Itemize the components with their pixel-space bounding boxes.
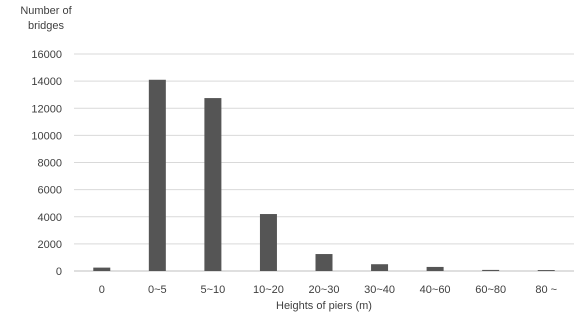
bars	[93, 79, 555, 271]
y-axis-title-line-2: bridges	[27, 20, 65, 32]
bar-0	[93, 267, 111, 271]
bar-8	[537, 270, 555, 271]
y-tick-label: 16000	[31, 49, 62, 61]
bar-6	[426, 266, 444, 271]
y-tick-label: 14000	[31, 76, 62, 88]
x-tick-label: 5~10	[200, 284, 225, 296]
y-axis-title: Number of bridges	[0, 4, 92, 34]
y-tick-label: 6000	[38, 185, 62, 197]
y-tick-labels: 0 2000 4000 6000 8000 10000 12000 14000 16000	[31, 49, 62, 278]
y-tick-label: 12000	[31, 103, 62, 115]
y-tick-label: 2000	[38, 239, 62, 251]
bar-3	[259, 214, 277, 271]
y-tick-label: 8000	[38, 158, 62, 170]
x-tick-label: 60~80	[475, 284, 506, 296]
x-tick-labels: 0 0~5 5~10 10~20 20~30 30~40 40~60 60~80 80 ~	[99, 284, 557, 296]
bar-5	[371, 264, 389, 271]
x-axis-title: Heights of piers (m)	[276, 300, 372, 312]
x-tick-label: 0~5	[148, 284, 167, 296]
bar-1	[148, 79, 166, 271]
x-tick-label: 10~20	[253, 284, 284, 296]
y-tick-label: 0	[56, 266, 62, 278]
x-tick-label: 0	[99, 284, 105, 296]
bar-4	[315, 254, 333, 271]
x-tick-label: 20~30	[309, 284, 340, 296]
x-tick-label: 80 ~	[535, 284, 557, 296]
y-tick-label: 10000	[31, 130, 62, 142]
x-tick-label: 40~60	[420, 284, 451, 296]
bar-2	[204, 98, 222, 271]
y-axis-title-line-1: Number of	[20, 5, 72, 17]
bar-7	[482, 269, 500, 271]
x-tick-label: 30~40	[364, 284, 395, 296]
y-tick-label: 4000	[38, 212, 62, 224]
